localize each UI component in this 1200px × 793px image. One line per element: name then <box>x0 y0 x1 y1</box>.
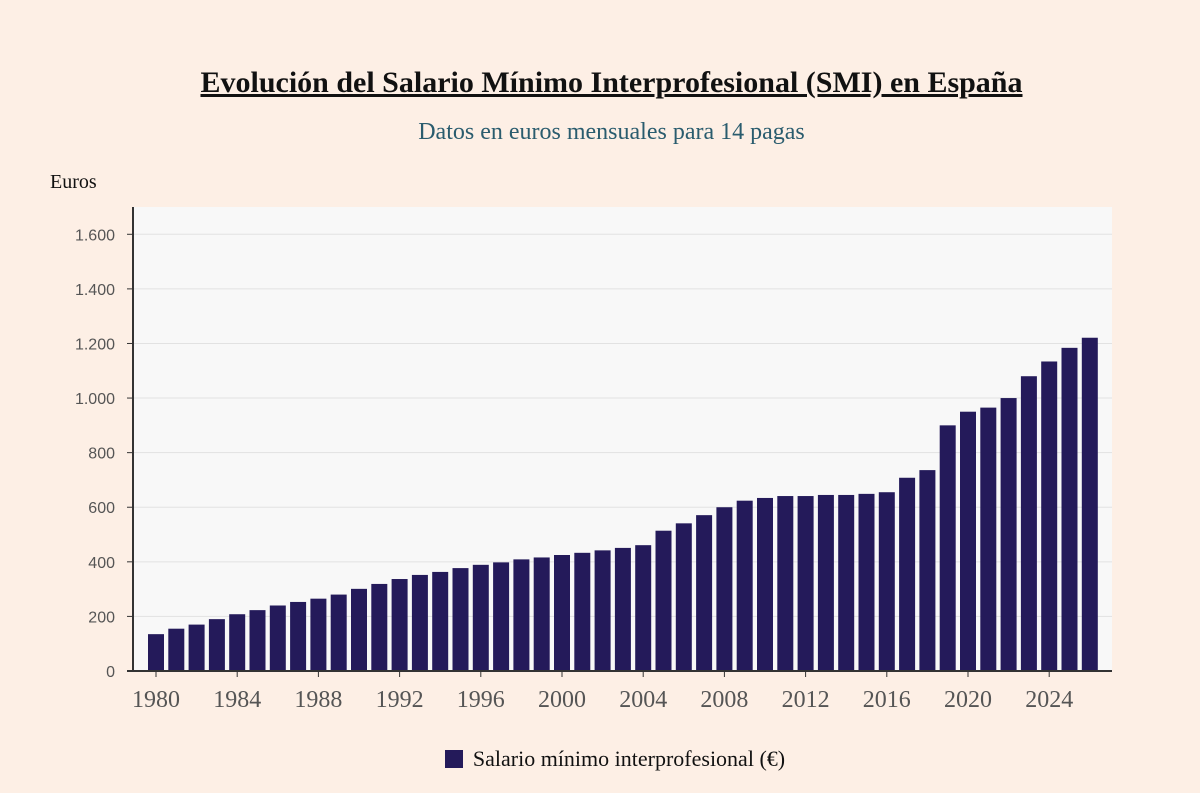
chart-title: Evolución del Salario Mínimo Interprofes… <box>200 66 1023 99</box>
y-tick-label: 600 <box>88 500 115 517</box>
bar-2009 <box>736 500 753 671</box>
bar-2010 <box>757 497 773 671</box>
bar-2019 <box>939 425 956 671</box>
bar-1992 <box>391 579 408 671</box>
bar-1983 <box>208 619 225 671</box>
bar-1987 <box>290 601 307 671</box>
bar-1990 <box>351 588 367 671</box>
bar-2022 <box>1000 398 1017 671</box>
bar-2015 <box>858 493 875 671</box>
bar-1988 <box>310 598 327 671</box>
bar-1997 <box>493 562 510 671</box>
x-tick-label: 1980 <box>132 687 180 713</box>
bar-1996 <box>472 564 489 671</box>
bar-1982 <box>188 624 205 671</box>
y-tick-label: 1.600 <box>75 227 115 244</box>
x-tick-label: 1996 <box>457 687 505 713</box>
y-tick-label: 0 <box>106 664 115 681</box>
bar-2005 <box>655 530 672 671</box>
legend-swatch <box>444 750 463 768</box>
bar-2002 <box>594 550 611 671</box>
x-tick-label: 1988 <box>294 687 342 713</box>
bar-1985 <box>249 610 266 671</box>
bar-1989 <box>330 594 347 671</box>
bar-2017 <box>899 477 916 671</box>
legend: Salario mínimo interprofesional (€) <box>0 746 1200 772</box>
bar-2001 <box>574 552 591 671</box>
bar-1984 <box>229 614 246 671</box>
bar-1981 <box>168 628 185 671</box>
x-tick-label: 2008 <box>700 687 748 713</box>
bar-1986 <box>269 605 286 671</box>
y-axis-label: Euros <box>50 171 97 193</box>
x-tick-label: 2004 <box>619 687 667 713</box>
bar-2025 <box>1061 347 1078 671</box>
bar-1994 <box>432 571 449 671</box>
chart-subtitle: Datos en euros mensuales para 14 pagas <box>418 119 805 145</box>
bar-2008 <box>716 507 733 671</box>
bar-2023 <box>1020 376 1037 671</box>
y-tick-label: 200 <box>88 609 115 626</box>
bar-1991 <box>371 583 388 671</box>
legend-label: Salario mínimo interprofesional (€) <box>472 746 786 771</box>
bar-2000 <box>554 555 570 671</box>
y-tick-label: 1.200 <box>75 336 115 353</box>
bar-2013 <box>817 494 834 671</box>
bar-chart: 0 200 400 600 800 1.000 1.200 1.400 1.600 1980 198… <box>75 207 1112 713</box>
x-tick-label: 2020 <box>944 687 992 713</box>
bar-1980 <box>148 634 164 671</box>
y-tick-label: 800 <box>88 446 115 463</box>
y-tick-label: 1.400 <box>75 282 115 299</box>
x-tick-label: 2024 <box>1025 687 1073 713</box>
y-tick-label: 400 <box>88 555 115 572</box>
bar-1995 <box>452 568 469 671</box>
bar-2003 <box>614 547 631 671</box>
x-tick-label: 2012 <box>782 687 830 713</box>
bar-2012 <box>797 496 814 671</box>
bar-2026 <box>1081 337 1098 671</box>
bar-1993 <box>411 574 428 671</box>
bar-2014 <box>838 494 855 671</box>
bar-2020 <box>960 411 976 671</box>
bar-2007 <box>696 515 713 671</box>
bar-2018 <box>919 470 936 671</box>
x-tick-label: 1992 <box>376 687 424 713</box>
bar-2006 <box>675 523 692 671</box>
bar-1998 <box>513 559 530 671</box>
bar-2011 <box>777 496 794 671</box>
y-tick-label: 1.000 <box>75 391 115 408</box>
x-tick-label: 2016 <box>863 687 911 713</box>
bar-2004 <box>635 545 652 671</box>
bar-2016 <box>878 492 895 671</box>
x-tick-label: 2000 <box>538 687 586 713</box>
bar-2024 <box>1041 361 1058 671</box>
bar-2021 <box>980 407 997 671</box>
x-tick-label: 1984 <box>213 687 261 713</box>
bar-1999 <box>533 557 550 671</box>
